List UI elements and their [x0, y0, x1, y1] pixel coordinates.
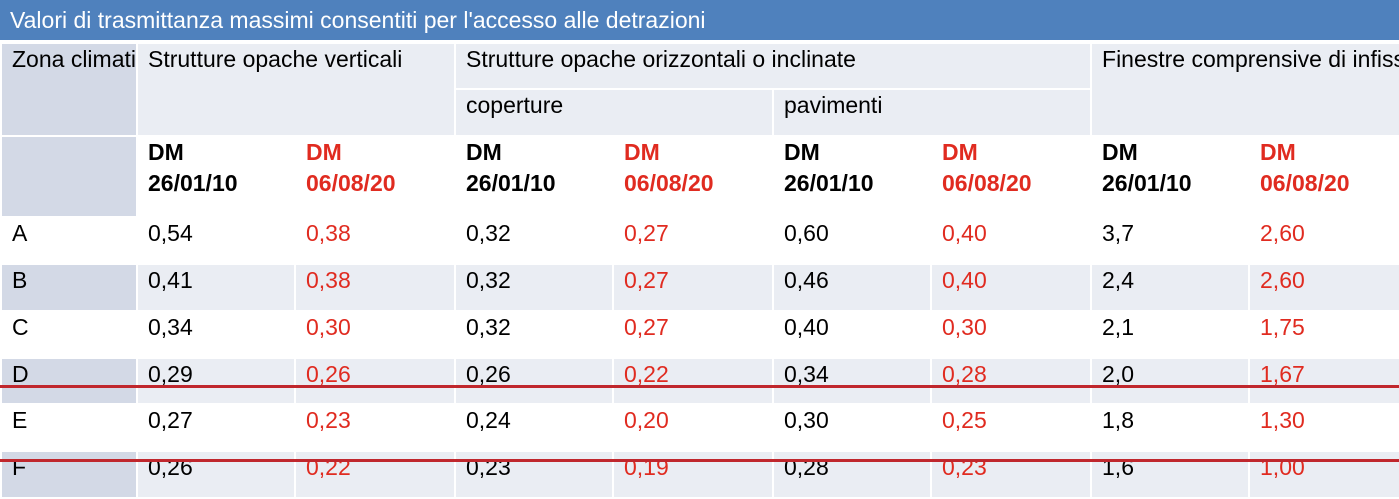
- dm-old-coperture: DM 26/01/10: [454, 135, 614, 218]
- value-cell: 3,7: [1090, 216, 1251, 265]
- header-finestre: Finestre comprensive di infissi: [1090, 42, 1399, 137]
- value-cell: 0,27: [612, 263, 774, 312]
- zona-cell: A: [0, 216, 138, 265]
- zona-cell: E: [0, 403, 138, 452]
- value-cell: 0,19: [612, 450, 774, 499]
- value-cell: 0,34: [772, 357, 932, 405]
- value-cell: 0,22: [612, 357, 774, 405]
- value-cell: 1,00: [1248, 450, 1399, 499]
- value-cell: 0,40: [929, 216, 1093, 265]
- dm-old-pavimenti: DM 26/01/10: [772, 135, 932, 218]
- zona-cell: C: [0, 310, 138, 359]
- value-cell: 1,8: [1090, 403, 1251, 452]
- value-cell: 0,32: [454, 216, 614, 265]
- value-cell: 0,38: [294, 216, 456, 265]
- value-cell: 0,22: [294, 450, 456, 499]
- table-row-b: B 0,41 0,38 0,32 0,27 0,46 0,40 2,4 2,60: [0, 263, 1399, 312]
- value-cell: 2,4: [1090, 263, 1251, 312]
- value-cell: 0,29: [136, 357, 296, 405]
- value-cell: 0,41: [136, 263, 296, 312]
- value-cell: 0,23: [929, 450, 1093, 499]
- value-cell: 0,46: [772, 263, 932, 312]
- header-strutture-verticali: Strutture opache verticali: [136, 42, 456, 137]
- value-cell: 1,75: [1248, 310, 1399, 359]
- value-cell: 0,40: [929, 263, 1093, 312]
- value-cell: 0,32: [454, 263, 614, 312]
- subheader-blank: [0, 135, 138, 218]
- zona-cell: D: [0, 357, 138, 405]
- strike-line-lower: [0, 459, 1399, 462]
- dm-new-coperture: DM 06/08/20: [612, 135, 774, 218]
- value-cell: 0,28: [929, 357, 1093, 405]
- value-cell: 0,24: [454, 403, 614, 452]
- value-cell: 0,40: [772, 310, 932, 359]
- value-cell: 0,27: [136, 403, 296, 452]
- value-cell: 0,27: [612, 216, 774, 265]
- value-cell: 0,26: [294, 357, 456, 405]
- table-row-a: A 0,54 0,38 0,32 0,27 0,60 0,40 3,7 2,60: [0, 216, 1399, 265]
- value-cell: 0,30: [772, 403, 932, 452]
- value-cell: 0,34: [136, 310, 296, 359]
- header-zona-climatica: Zona climatica: [0, 42, 138, 137]
- value-cell: 1,67: [1248, 357, 1399, 405]
- zona-cell: F: [0, 450, 138, 499]
- value-cell: 1,6: [1090, 450, 1251, 499]
- value-cell: 2,60: [1248, 216, 1399, 265]
- strike-line-upper: [0, 385, 1399, 388]
- header-pavimenti: pavimenti: [771, 88, 1093, 137]
- value-cell: 0,32: [454, 310, 614, 359]
- header-coperture: coperture: [454, 88, 774, 137]
- value-cell: 0,26: [454, 357, 614, 405]
- value-cell: 0,54: [136, 216, 296, 265]
- dm-old-finestre: DM 26/01/10: [1090, 135, 1251, 218]
- value-cell: 0,30: [294, 310, 456, 359]
- dm-new-pavimenti: DM 06/08/20: [929, 135, 1093, 218]
- header-strutture-orizzontali: Strutture opache orizzontali o inclinate: [453, 42, 1093, 90]
- zona-cell: B: [0, 263, 138, 312]
- value-cell: 0,23: [294, 403, 456, 452]
- value-cell: 0,60: [772, 216, 932, 265]
- dm-new-finestre: DM 06/08/20: [1248, 135, 1399, 218]
- value-cell: 0,25: [929, 403, 1093, 452]
- value-cell: 2,0: [1090, 357, 1251, 405]
- value-cell: 0,38: [294, 263, 456, 312]
- value-cell: 0,30: [929, 310, 1093, 359]
- value-cell: 2,1: [1090, 310, 1251, 359]
- table-row-c: C 0,34 0,30 0,32 0,27 0,40 0,30 2,1 1,75: [0, 310, 1399, 359]
- value-cell: 0,27: [612, 310, 774, 359]
- table-row-f: F 0,26 0,22 0,23 0,19 0,28 0,23 1,6 1,00: [0, 450, 1399, 499]
- value-cell: 2,60: [1248, 263, 1399, 312]
- value-cell: 0,20: [612, 403, 774, 452]
- dm-new-verticali: DM 06/08/20: [294, 135, 456, 218]
- value-cell: 1,30: [1248, 403, 1399, 452]
- table-row-d: D 0,29 0,26 0,26 0,22 0,34 0,28 2,0 1,67: [0, 357, 1399, 405]
- table-row-e: E 0,27 0,23 0,24 0,20 0,30 0,25 1,8 1,30: [0, 403, 1399, 452]
- value-cell: 0,28: [772, 450, 932, 499]
- transmittance-table: Zona climatica Strutture opache vertical…: [0, 42, 1399, 499]
- dm-old-verticali: DM 26/01/10: [136, 135, 296, 218]
- table-title: Valori di trasmittanza massimi consentit…: [0, 0, 1399, 40]
